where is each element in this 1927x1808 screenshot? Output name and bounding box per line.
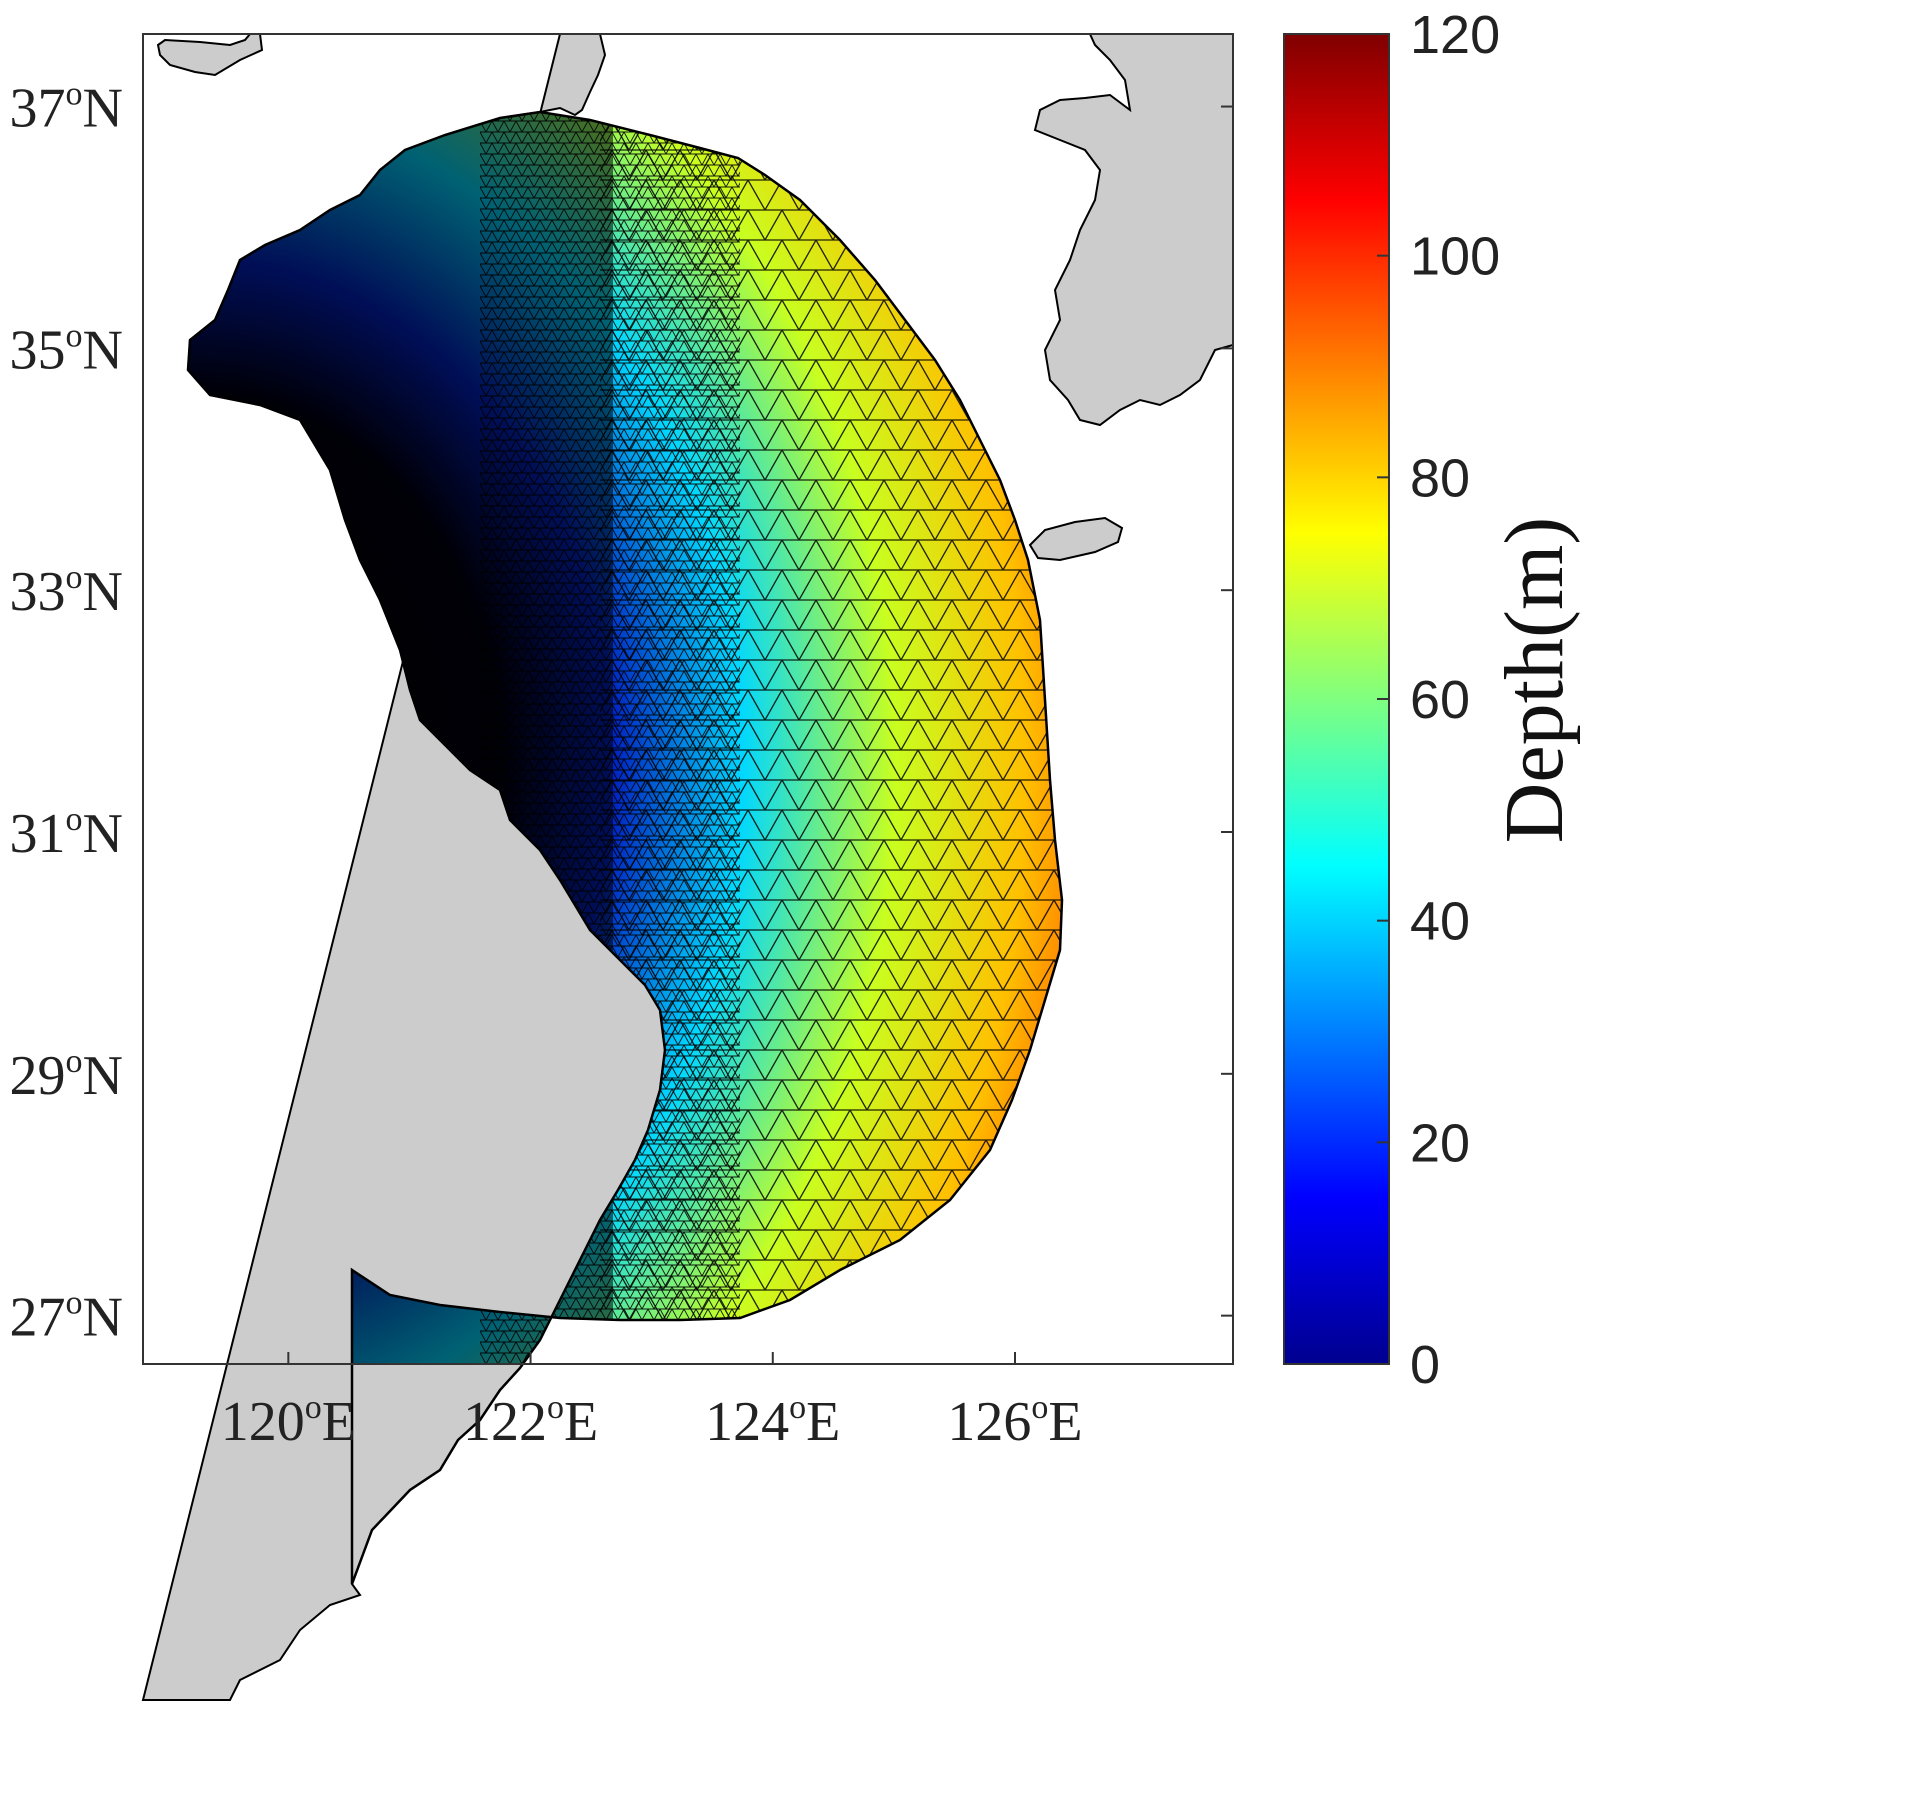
lon-tick-label: 124oE — [705, 1389, 840, 1453]
lat-axis: 37oN 35oN 33oN 31oN 29oN 27oN — [10, 76, 1233, 1349]
map-frame — [142, 33, 1234, 1365]
lat-tick-label: 31oN — [10, 801, 123, 865]
lat-tick-label: 33oN — [10, 559, 123, 623]
colorbar-tick-label: 40 — [1410, 892, 1470, 952]
colorbar-tick-label: 80 — [1410, 448, 1470, 508]
land-korea — [1033, 33, 1234, 427]
colorbar: 0 20 40 60 80 100 120 Depth(m) — [1283, 5, 1581, 1395]
colorbar-tick-label: 0 — [1410, 1335, 1440, 1395]
colorbar-scale — [1283, 33, 1390, 1365]
colorbar-tick-label: 20 — [1410, 1113, 1470, 1173]
lat-tick-label: 29oN — [10, 1043, 123, 1107]
colorbar-title: Depth(m) — [1488, 517, 1581, 844]
lon-tick-label: 120oE — [221, 1389, 356, 1453]
lat-tick-label: 27oN — [10, 1285, 123, 1349]
lon-axis: 120oE 122oE 124oE 126oE — [221, 1352, 1083, 1453]
colorbar-tick-label: 100 — [1410, 227, 1500, 287]
lon-tick-label: 126oE — [947, 1389, 1082, 1453]
land-jeju — [1028, 516, 1124, 562]
colorbar-tick-label: 120 — [1410, 5, 1500, 65]
lat-tick-label: 37oN — [10, 76, 123, 140]
lat-tick-label: 35oN — [10, 317, 123, 381]
lon-tick-label: 122oE — [463, 1389, 598, 1453]
colorbar-ticks: 0 20 40 60 80 100 120 — [1377, 5, 1500, 1395]
colorbar-tick-label: 60 — [1410, 670, 1470, 730]
